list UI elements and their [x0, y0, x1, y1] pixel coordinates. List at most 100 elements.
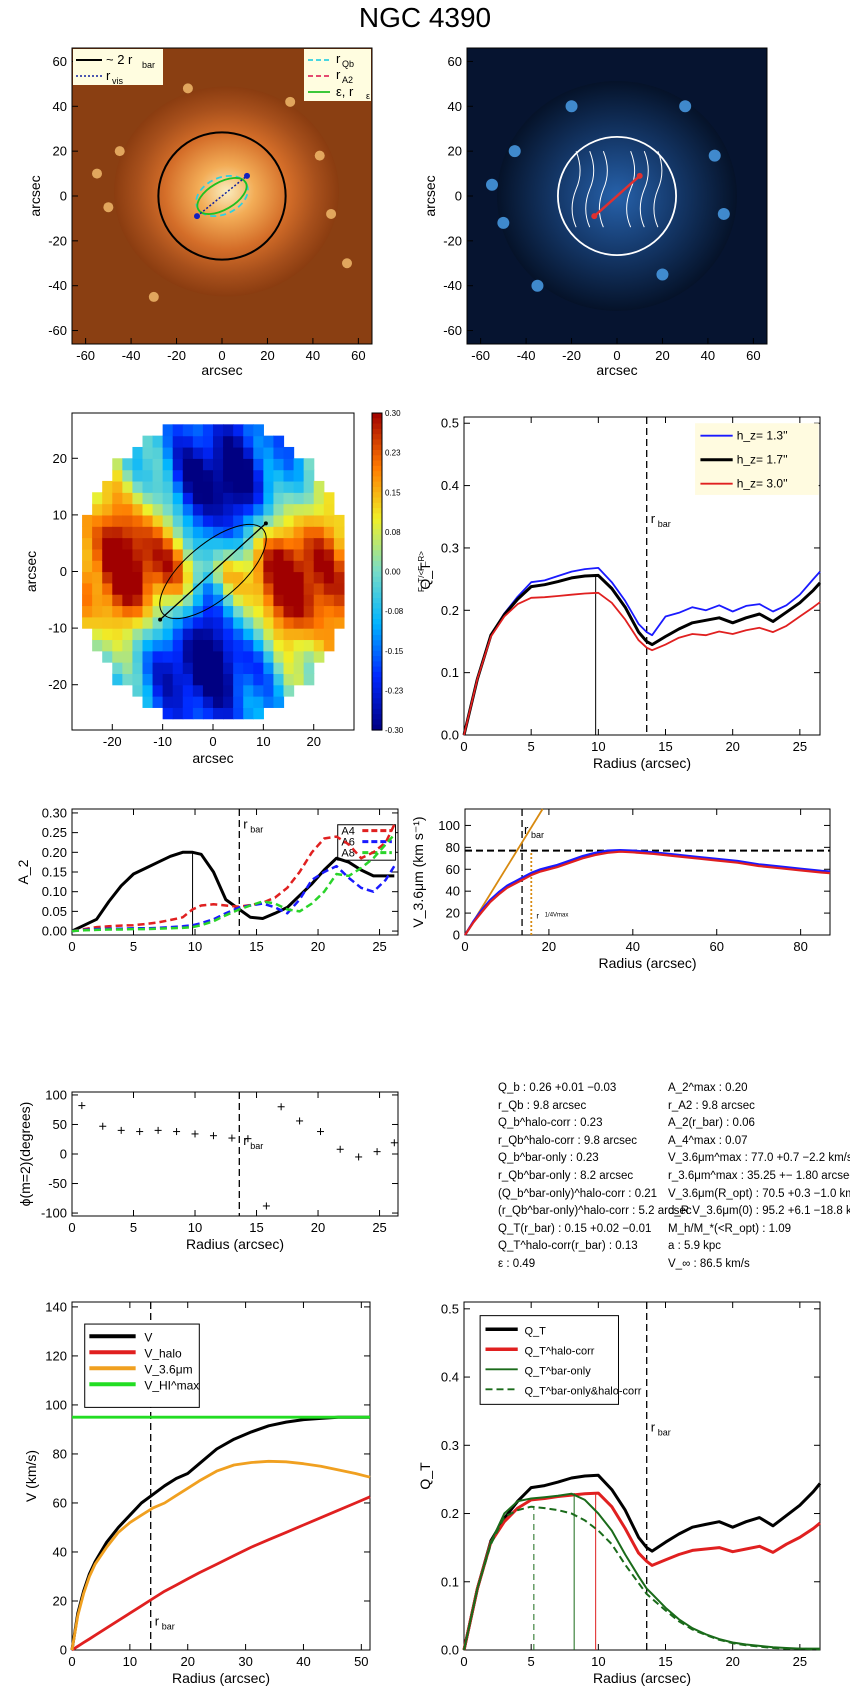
- torque-pixel: [192, 605, 204, 618]
- torque-pixel: [273, 616, 285, 629]
- parameter-row: A_2^max : 0.20: [668, 1082, 748, 1094]
- torque-pixel: [213, 480, 224, 493]
- page-title: NGC 4390: [358, 2, 492, 33]
- torque-pixel: [213, 616, 224, 629]
- torque-pixel: [182, 650, 194, 663]
- x-tick-label: -20: [103, 734, 122, 749]
- torque-pixel: [132, 684, 144, 697]
- star-knot: [708, 149, 721, 162]
- torque-pixel: [202, 492, 214, 505]
- torque-pixel: [112, 639, 123, 652]
- torque-pixel: [223, 628, 234, 641]
- torque-pixel: [263, 435, 275, 448]
- torque-pixel: [253, 548, 264, 561]
- torque-pixel: [283, 469, 295, 482]
- torque-pixel: [202, 628, 214, 641]
- torque-pixel: [172, 492, 184, 505]
- series-0: [71, 850, 395, 933]
- colorbar-cell: [372, 629, 382, 636]
- colorbar-cell: [372, 492, 382, 499]
- torque-pixel: [283, 548, 295, 561]
- parameter-row: (Q_b^bar-only)^halo-corr : 0.21: [498, 1187, 658, 1200]
- torque-pixel: [102, 537, 113, 550]
- torque-pixel: [313, 639, 325, 652]
- colorbar-cell: [372, 650, 382, 657]
- torque-pixel: [263, 594, 275, 607]
- colorbar-cell: [372, 508, 382, 514]
- star-knot: [103, 202, 114, 213]
- torque-pixel: [273, 492, 285, 505]
- torque-pixel: [333, 605, 345, 618]
- v36-chart: 0 20 40 60 80 0 20 40 60 80 100 Radius (arcsec) V_3.…: [410, 808, 831, 971]
- torque-pixel: [273, 605, 285, 618]
- parameter-row: M_h/M_*(<R_opt) : 1.09: [668, 1222, 792, 1235]
- series-1: [71, 1495, 371, 1652]
- torque-pixel: [283, 605, 295, 618]
- torque-pixel: [293, 662, 305, 674]
- torque-pixel: [182, 560, 194, 573]
- torque-pixel: [142, 503, 154, 516]
- legend-entry: V_halo: [144, 1346, 182, 1360]
- star-knot: [531, 279, 544, 292]
- torque-pixel: [303, 650, 315, 663]
- rbar-label: r: [243, 817, 248, 832]
- star-knot: [182, 83, 193, 94]
- series-2: [463, 1492, 820, 1651]
- torque-pixel: [323, 582, 335, 595]
- x-tick-label: 5: [130, 939, 137, 954]
- legend-entry: V_3.6μm: [144, 1362, 192, 1376]
- torque-pixel: [142, 560, 154, 573]
- torque-pixel: [92, 560, 103, 573]
- torque-pixel: [142, 628, 154, 641]
- torque-pixel: [243, 537, 254, 550]
- torque-pixel: [243, 458, 254, 471]
- torque-pixel: [253, 662, 264, 674]
- x-tick-label: 0: [68, 1220, 75, 1235]
- torque-pixel: [233, 594, 244, 607]
- torque-pixel: [273, 514, 285, 527]
- torque-pixel: [283, 639, 295, 652]
- legend-sub: bar: [142, 60, 155, 70]
- torque-pixel: [192, 571, 204, 584]
- y-tick-label: 20: [53, 1593, 67, 1608]
- torque-pixel: [223, 571, 234, 584]
- torque-pixel: [303, 560, 315, 573]
- parameter-row: V_∞ : 86.5 km/s: [668, 1257, 750, 1270]
- torque-pixel: [122, 594, 134, 607]
- colorbar-cell: [372, 460, 382, 467]
- torque-pixel: [323, 514, 335, 527]
- x-axis-label: Radius (arcsec): [598, 955, 696, 971]
- torque-pixel: [303, 548, 315, 561]
- torque-pixel: [213, 571, 224, 584]
- torque-pixel: [172, 571, 184, 584]
- torque-pixel: [132, 594, 144, 607]
- torque-pixel: [92, 492, 103, 505]
- torque-pixel: [102, 492, 113, 505]
- torque-pixel: [192, 707, 204, 720]
- colorbar-cell: [372, 687, 382, 694]
- torque-pixel: [253, 605, 264, 618]
- torque-pixel: [112, 537, 123, 550]
- torque-pixel: [293, 650, 305, 663]
- torque-pixel: [162, 582, 174, 595]
- x-tick-label: 40: [296, 1654, 310, 1669]
- torque-pixel: [202, 469, 214, 482]
- torque-pixel: [172, 526, 184, 539]
- torque-pixel: [263, 582, 275, 595]
- torque-pixel: [182, 492, 194, 505]
- torque-pixel: [172, 446, 184, 459]
- torque-pixel: [142, 662, 154, 674]
- torque-pixel: [233, 639, 244, 652]
- torque-pixel: [333, 616, 345, 629]
- torque-pixel: [192, 673, 204, 686]
- torque-pixel: [102, 526, 113, 539]
- y-axis-label: Q_T: [417, 562, 433, 590]
- torque-pixel: [172, 707, 184, 720]
- torque-pixel: [313, 480, 325, 493]
- torque-pixel: [243, 639, 254, 652]
- torque-pixel: [273, 639, 285, 652]
- y-tick-label: -10: [48, 621, 67, 636]
- torque-pixel: [112, 582, 123, 595]
- colorbar-tick-label: -0.15: [385, 647, 404, 656]
- x-tick-label: -40: [122, 348, 141, 363]
